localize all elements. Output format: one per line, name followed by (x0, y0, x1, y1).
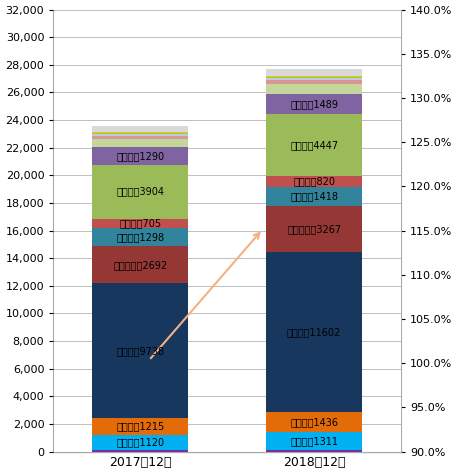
Text: 埼玉県，1120: 埼玉県，1120 (116, 437, 164, 447)
Bar (266, 77, 362, 78)
Bar (93, 418, 188, 435)
Text: 大阪府，4447: 大阪府，4447 (290, 140, 338, 150)
Bar (93, 139, 188, 147)
Bar (266, 69, 362, 76)
Bar (266, 207, 362, 252)
Bar (93, 246, 188, 284)
Bar (93, 218, 188, 228)
Bar (266, 78, 362, 80)
Text: 神奈川県，3267: 神奈川県，3267 (287, 224, 341, 234)
Text: 千葉県，1436: 千葉県，1436 (290, 417, 338, 427)
Bar (266, 450, 362, 452)
Bar (93, 228, 188, 246)
Bar (93, 435, 188, 450)
Bar (266, 176, 362, 187)
Bar (266, 252, 362, 412)
Bar (266, 76, 362, 77)
Text: 埼玉県，1311: 埼玉県，1311 (290, 436, 338, 446)
Text: 兵庫県，1290: 兵庫県，1290 (116, 151, 164, 161)
Bar (93, 165, 188, 218)
Bar (266, 187, 362, 207)
Text: 京都府，705: 京都府，705 (119, 218, 161, 228)
Bar (93, 450, 188, 452)
Bar (266, 84, 362, 94)
Text: 兵庫県，1489: 兵庫県，1489 (290, 99, 338, 109)
Text: 神奈川県，2692: 神奈川県，2692 (113, 260, 167, 270)
Bar (266, 114, 362, 176)
Bar (93, 132, 188, 133)
Bar (266, 432, 362, 450)
Bar (93, 133, 188, 134)
Bar (266, 94, 362, 114)
Text: 千葉県，1215: 千葉県，1215 (116, 421, 164, 431)
Bar (266, 412, 362, 432)
Bar (266, 80, 362, 84)
Text: 愛知県，1418: 愛知県，1418 (290, 191, 338, 202)
Text: 愛知県，1298: 愛知県，1298 (116, 232, 164, 242)
Bar (93, 136, 188, 139)
Bar (93, 134, 188, 136)
Bar (93, 147, 188, 165)
Bar (93, 126, 188, 132)
Text: 東京都，11602: 東京都，11602 (287, 327, 341, 337)
Bar (93, 284, 188, 418)
Text: 大阪府，3904: 大阪府，3904 (116, 187, 164, 197)
Text: 京都府，820: 京都府，820 (293, 176, 335, 186)
Text: 東京都，9738: 東京都，9738 (116, 346, 164, 356)
